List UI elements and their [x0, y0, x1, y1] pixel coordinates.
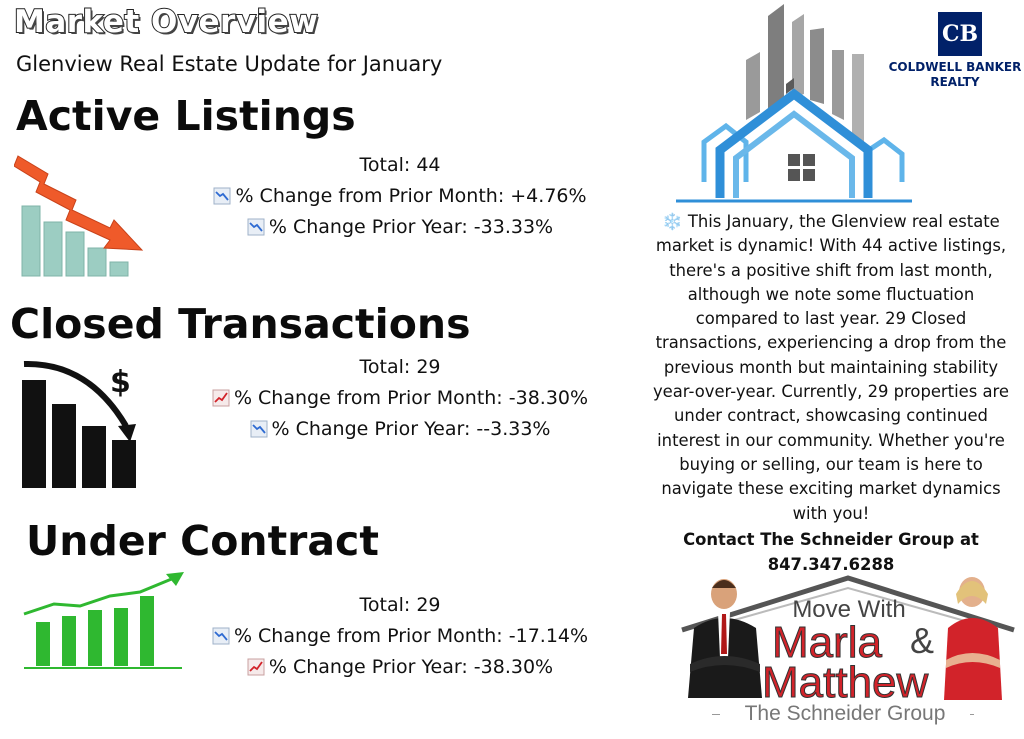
- chart-decreasing-icon: [213, 187, 231, 205]
- contract-year-change: % Change Prior Year: -38.30%: [268, 656, 554, 678]
- active-year-change: % Change Prior Year: -33.33%: [268, 216, 554, 238]
- closed-month-row: % Change from Prior Month: -38.30%: [165, 383, 635, 414]
- closed-total: Total: 29: [359, 356, 441, 378]
- brand-line2: REALTY: [930, 75, 980, 89]
- roof-outline-graphic: [681, 575, 1015, 700]
- contract-month-change: % Change from Prior Month: -17.14%: [233, 625, 589, 647]
- team-logo: Move With Marla & Matthew The Schneider …: [672, 568, 1024, 739]
- contract-year-row: % Change Prior Year: -38.30%: [165, 652, 635, 683]
- declining-dollar-chart-icon: $: [22, 360, 136, 488]
- chart-decreasing-icon: [250, 420, 267, 438]
- closed-month-change: % Change from Prior Month: -38.30%: [233, 387, 589, 409]
- contract-total: Total: 29: [359, 594, 441, 616]
- market-description: ❄️ This January, the Glenview real estat…: [652, 212, 1009, 523]
- active-month-change: % Change from Prior Month: +4.76%: [235, 185, 587, 207]
- closed-transactions-heading: Closed Transactions: [10, 300, 471, 348]
- closed-transactions-stats: Total: 29 % Change from Prior Month: -38…: [165, 352, 635, 445]
- team-logo-move-with: Move With: [792, 596, 906, 623]
- page-title: Market Overview: [13, 3, 319, 41]
- chart-decreasing-icon: [247, 218, 265, 236]
- closed-year-change: % Change Prior Year: --3.33%: [271, 418, 551, 440]
- contact-info: Contact The Schneider Group at 847.347.6…: [646, 528, 1016, 577]
- page-subtitle: Glenview Real Estate Update for January: [16, 52, 443, 76]
- chart-increasing-icon: [212, 389, 230, 407]
- chart-increasing-icon: [247, 658, 265, 676]
- brand-name: COLDWELL BANKER REALTY: [886, 60, 1024, 90]
- team-logo-amp: &: [910, 620, 935, 661]
- rising-bar-chart-icon: [23, 572, 184, 669]
- active-month-row: % Change from Prior Month: +4.76%: [165, 181, 635, 212]
- contract-month-row: % Change from Prior Month: -17.14%: [165, 621, 635, 652]
- closed-year-row: % Change Prior Year: --3.33%: [165, 414, 635, 445]
- active-listings-stats: Total: 44 % Change from Prior Month: +4.…: [165, 150, 635, 243]
- team-logo-name2: Matthew: [761, 658, 929, 708]
- declining-bar-chart-icon: [14, 155, 144, 277]
- active-year-row: % Change Prior Year: -33.33%: [165, 212, 635, 243]
- active-listings-heading: Active Listings: [16, 92, 356, 140]
- active-total: Total: 44: [359, 154, 441, 176]
- brand-line1: COLDWELL BANKER: [888, 60, 1022, 74]
- contact-phone: 847.347.6288: [767, 554, 895, 574]
- chart-decreasing-icon: [212, 627, 230, 645]
- brand-monogram: CB: [938, 12, 982, 56]
- team-logo-group: The Schneider Group: [720, 702, 970, 726]
- contact-line: Contact The Schneider Group at: [683, 530, 979, 549]
- under-contract-stats: Total: 29 % Change from Prior Month: -17…: [165, 590, 635, 683]
- city-house-logo: [676, 4, 912, 203]
- svg-text:$: $: [110, 365, 131, 400]
- team-logo-name1: Marla: [771, 618, 883, 668]
- under-contract-heading: Under Contract: [26, 517, 379, 565]
